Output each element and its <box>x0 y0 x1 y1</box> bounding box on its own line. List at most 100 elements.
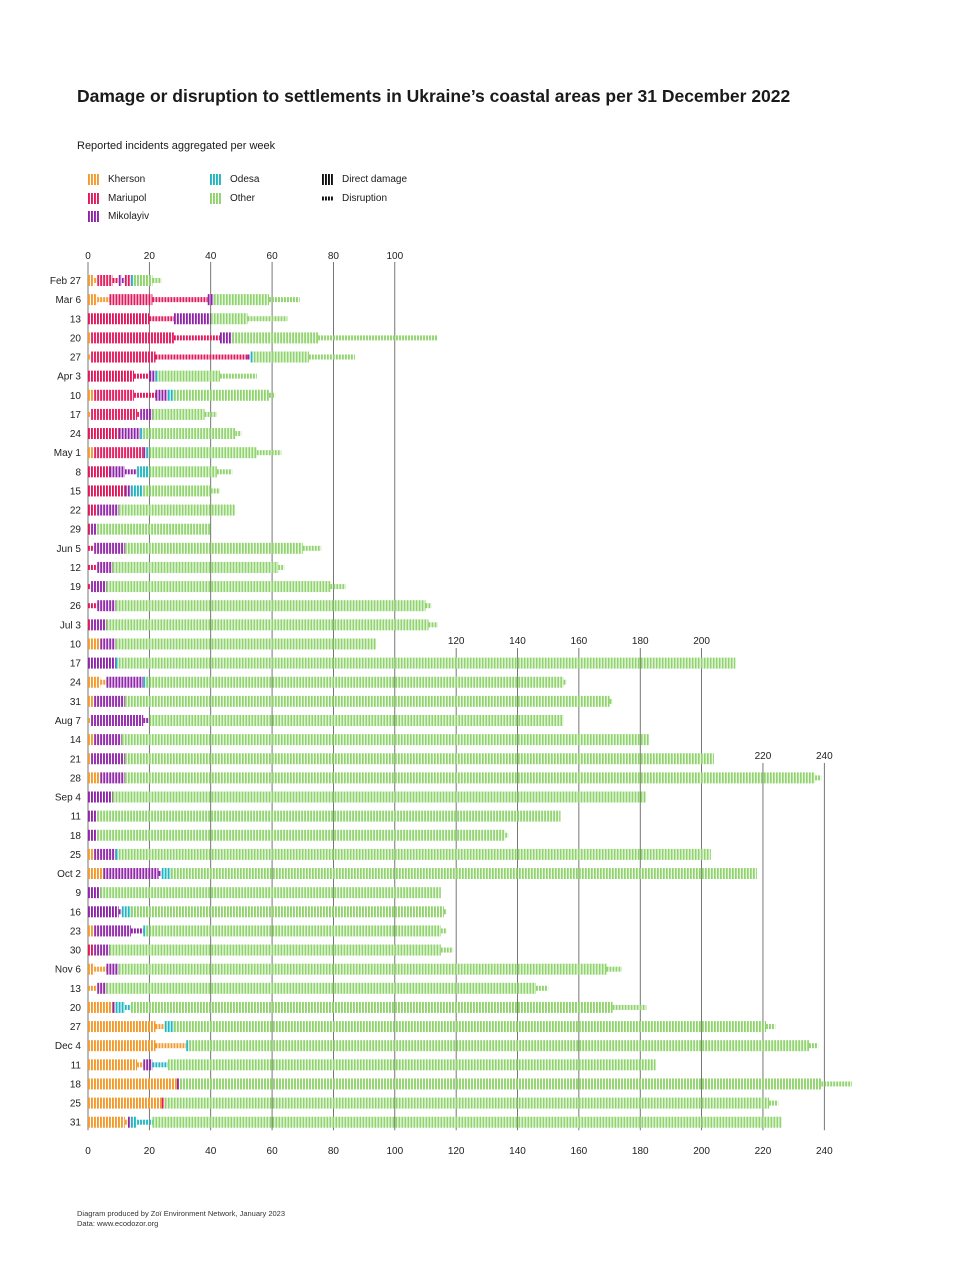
bar-segment-mikolayiv-direct <box>118 428 141 440</box>
bar-segment-kherson-direct <box>88 275 95 286</box>
bar-row <box>88 332 438 344</box>
bar-row <box>88 275 162 286</box>
bar-row <box>88 389 276 401</box>
bar-row <box>88 829 509 841</box>
bar-row <box>88 676 567 688</box>
category-label: Apr 3 <box>57 372 81 383</box>
bar-segment-other-direct <box>149 447 257 459</box>
bar-segment-other-direct <box>115 638 377 650</box>
legend-item-direct-damage: Direct damage <box>322 174 407 185</box>
bar-segment-other-direct <box>167 1059 656 1071</box>
direct-damage-swatch-icon <box>322 174 333 185</box>
bar-segment-kherson-disruption <box>88 985 98 991</box>
bar-segment-mikolayiv-direct <box>100 638 116 650</box>
category-label: 11 <box>71 1060 82 1071</box>
bar-segment-kherson-direct <box>88 1040 156 1052</box>
bar-segment-mariupol-disruption <box>134 373 150 379</box>
bar-segment-odesa-direct <box>115 1001 125 1013</box>
tick-label-240: 240 <box>816 751 833 762</box>
bar-segment-odesa-direct <box>121 906 131 918</box>
bar-row <box>88 428 242 440</box>
bar-segment-odesa-direct <box>146 447 150 459</box>
category-label: Jun 5 <box>57 544 82 555</box>
bar-segment-mariupol-direct <box>88 370 135 382</box>
bar-segment-odesa-direct <box>115 848 119 860</box>
chart-subtitle: Reported incidents aggregated per week <box>77 140 276 152</box>
kherson-swatch-icon <box>88 174 99 185</box>
bar-segment-mikolayiv-direct <box>124 485 131 497</box>
bar-segment-kherson-disruption <box>94 966 107 972</box>
bar-segment-kherson-disruption <box>88 354 92 360</box>
category-label: Sep 4 <box>55 793 82 804</box>
bar-segment-mikolayiv-direct <box>143 1059 153 1071</box>
bar-segment-mikolayiv-disruption <box>158 871 162 877</box>
bar-segment-other-direct <box>210 313 248 325</box>
bar-segment-other-direct <box>146 925 441 937</box>
category-label: 24 <box>70 429 82 440</box>
bar-segment-mariupol-direct <box>91 351 156 363</box>
category-label: 31 <box>70 697 82 708</box>
category-label: 20 <box>70 1003 82 1014</box>
bar-segment-mikolayiv-direct <box>109 466 125 478</box>
bar-row <box>88 944 454 956</box>
bar-segment-other-disruption <box>219 373 257 379</box>
bar-segment-odesa-disruption <box>124 1004 131 1010</box>
bar-segment-odesa-direct <box>155 370 159 382</box>
bar-segment-mikolayiv-direct <box>91 753 125 765</box>
tick-label-180: 180 <box>632 1146 649 1157</box>
bar-row <box>88 619 438 631</box>
bar-segment-mariupol-direct <box>88 466 110 478</box>
bar-row <box>88 1059 656 1071</box>
category-label: 18 <box>70 831 82 842</box>
bar-segment-mikolayiv-direct <box>97 561 113 573</box>
bar-row <box>88 1116 782 1128</box>
disruption-swatch-icon <box>322 196 333 201</box>
bar-segment-kherson-direct <box>88 772 101 784</box>
bar-segment-mikolayiv-direct <box>88 887 101 899</box>
bar-segment-mikolayiv-direct <box>127 1116 131 1128</box>
bar-segment-mikolayiv-disruption <box>143 717 150 723</box>
bar-segment-other-direct <box>149 466 217 478</box>
bar-segment-other-disruption <box>563 679 567 685</box>
bar-segment-other-direct <box>115 600 426 612</box>
category-label: Dec 4 <box>55 1041 82 1052</box>
bar-segment-other-disruption <box>766 1024 776 1030</box>
bar-segment-mariupol-disruption <box>88 603 98 609</box>
bar-segment-mikolayiv-direct <box>118 275 122 286</box>
bar-segment-mariupol-direct <box>161 1097 165 1109</box>
bar-segment-mikolayiv-direct <box>106 676 144 688</box>
bar-segment-mikolayiv-direct <box>219 332 233 344</box>
bar-segment-mikolayiv-direct <box>88 906 119 918</box>
bar-segment-odesa-direct <box>140 428 144 440</box>
bar-segment-other-direct <box>106 581 331 593</box>
category-label: 10 <box>70 639 82 650</box>
bar-segment-mariupol-direct <box>94 389 135 401</box>
tick-label-160: 160 <box>571 636 588 647</box>
bar-segment-mikolayiv-direct <box>97 600 116 612</box>
category-label: 13 <box>70 314 82 325</box>
bar-segment-other-disruption <box>440 928 447 934</box>
bar-segment-kherson-direct <box>88 925 95 937</box>
bar-segment-mariupol-direct <box>109 294 153 306</box>
bar-segment-mikolayiv-disruption <box>130 928 144 934</box>
category-label: 21 <box>70 754 82 765</box>
bar-segment-mikolayiv-direct <box>94 734 122 746</box>
bar-segment-mikolayiv-direct <box>94 542 125 554</box>
bar-segment-other-disruption <box>440 947 454 953</box>
category-label: Mar 6 <box>55 295 81 306</box>
mariupol-swatch-icon <box>88 193 99 204</box>
category-label: 17 <box>70 659 82 670</box>
bar-row <box>88 485 220 497</box>
bar-segment-odesa-direct <box>143 925 147 937</box>
bar-segment-other-direct <box>106 619 429 631</box>
bar-segment-kherson-disruption <box>100 679 107 685</box>
bar-segment-odesa-direct <box>143 676 147 688</box>
footer-credit: Diagram produced by Zoï Environment Netw… <box>77 1209 286 1218</box>
bar-segment-kherson-disruption <box>124 1119 128 1125</box>
bar-segment-other-direct <box>189 1040 809 1052</box>
bar-segment-kherson-direct <box>88 753 92 765</box>
category-label: 12 <box>70 563 82 574</box>
tick-label-120: 120 <box>448 636 465 647</box>
bar-segment-other-direct <box>152 408 205 420</box>
bar-segment-other-disruption <box>269 392 276 398</box>
